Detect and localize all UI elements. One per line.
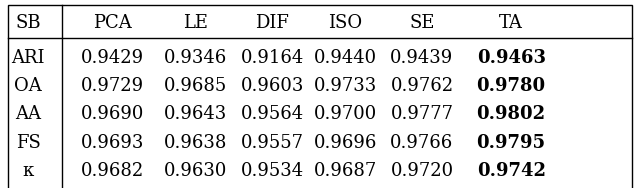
Text: 0.9795: 0.9795 [477, 134, 546, 152]
Text: 0.9802: 0.9802 [477, 105, 546, 123]
Text: 0.9630: 0.9630 [164, 162, 227, 180]
Text: 0.9439: 0.9439 [390, 49, 454, 67]
Text: 0.9687: 0.9687 [314, 162, 377, 180]
Text: 0.9690: 0.9690 [81, 105, 145, 123]
Text: 0.9729: 0.9729 [81, 77, 145, 95]
Text: ISO: ISO [328, 14, 362, 32]
Text: 0.9440: 0.9440 [314, 49, 377, 67]
Text: 0.9603: 0.9603 [241, 77, 304, 95]
Text: 0.9638: 0.9638 [164, 134, 227, 152]
Text: 0.9463: 0.9463 [477, 49, 546, 67]
Text: 0.9346: 0.9346 [164, 49, 227, 67]
Text: 0.9742: 0.9742 [477, 162, 546, 180]
Text: LE: LE [183, 14, 208, 32]
Text: DIF: DIF [255, 14, 289, 32]
Text: ARI: ARI [12, 49, 45, 67]
Text: 0.9564: 0.9564 [241, 105, 304, 123]
Text: 0.9682: 0.9682 [81, 162, 145, 180]
Text: 0.9762: 0.9762 [390, 77, 454, 95]
Text: 0.9429: 0.9429 [81, 49, 145, 67]
Text: PCA: PCA [93, 14, 132, 32]
Text: 0.9733: 0.9733 [314, 77, 377, 95]
Text: OA: OA [14, 77, 42, 95]
Text: 0.9766: 0.9766 [390, 134, 454, 152]
Text: SE: SE [409, 14, 435, 32]
Text: 0.9693: 0.9693 [81, 134, 145, 152]
Text: 0.9696: 0.9696 [314, 134, 377, 152]
Text: FS: FS [16, 134, 40, 152]
Text: 0.9685: 0.9685 [164, 77, 227, 95]
Text: SB: SB [15, 14, 41, 32]
Text: 0.9720: 0.9720 [390, 162, 454, 180]
Text: 0.9777: 0.9777 [390, 105, 454, 123]
Text: κ: κ [22, 162, 34, 180]
Text: 0.9164: 0.9164 [241, 49, 304, 67]
Text: 0.9557: 0.9557 [241, 134, 304, 152]
Text: AA: AA [15, 105, 41, 123]
Text: TA: TA [499, 14, 523, 32]
Text: 0.9780: 0.9780 [477, 77, 546, 95]
Text: 0.9534: 0.9534 [241, 162, 304, 180]
Text: 0.9700: 0.9700 [314, 105, 377, 123]
Text: 0.9643: 0.9643 [164, 105, 227, 123]
